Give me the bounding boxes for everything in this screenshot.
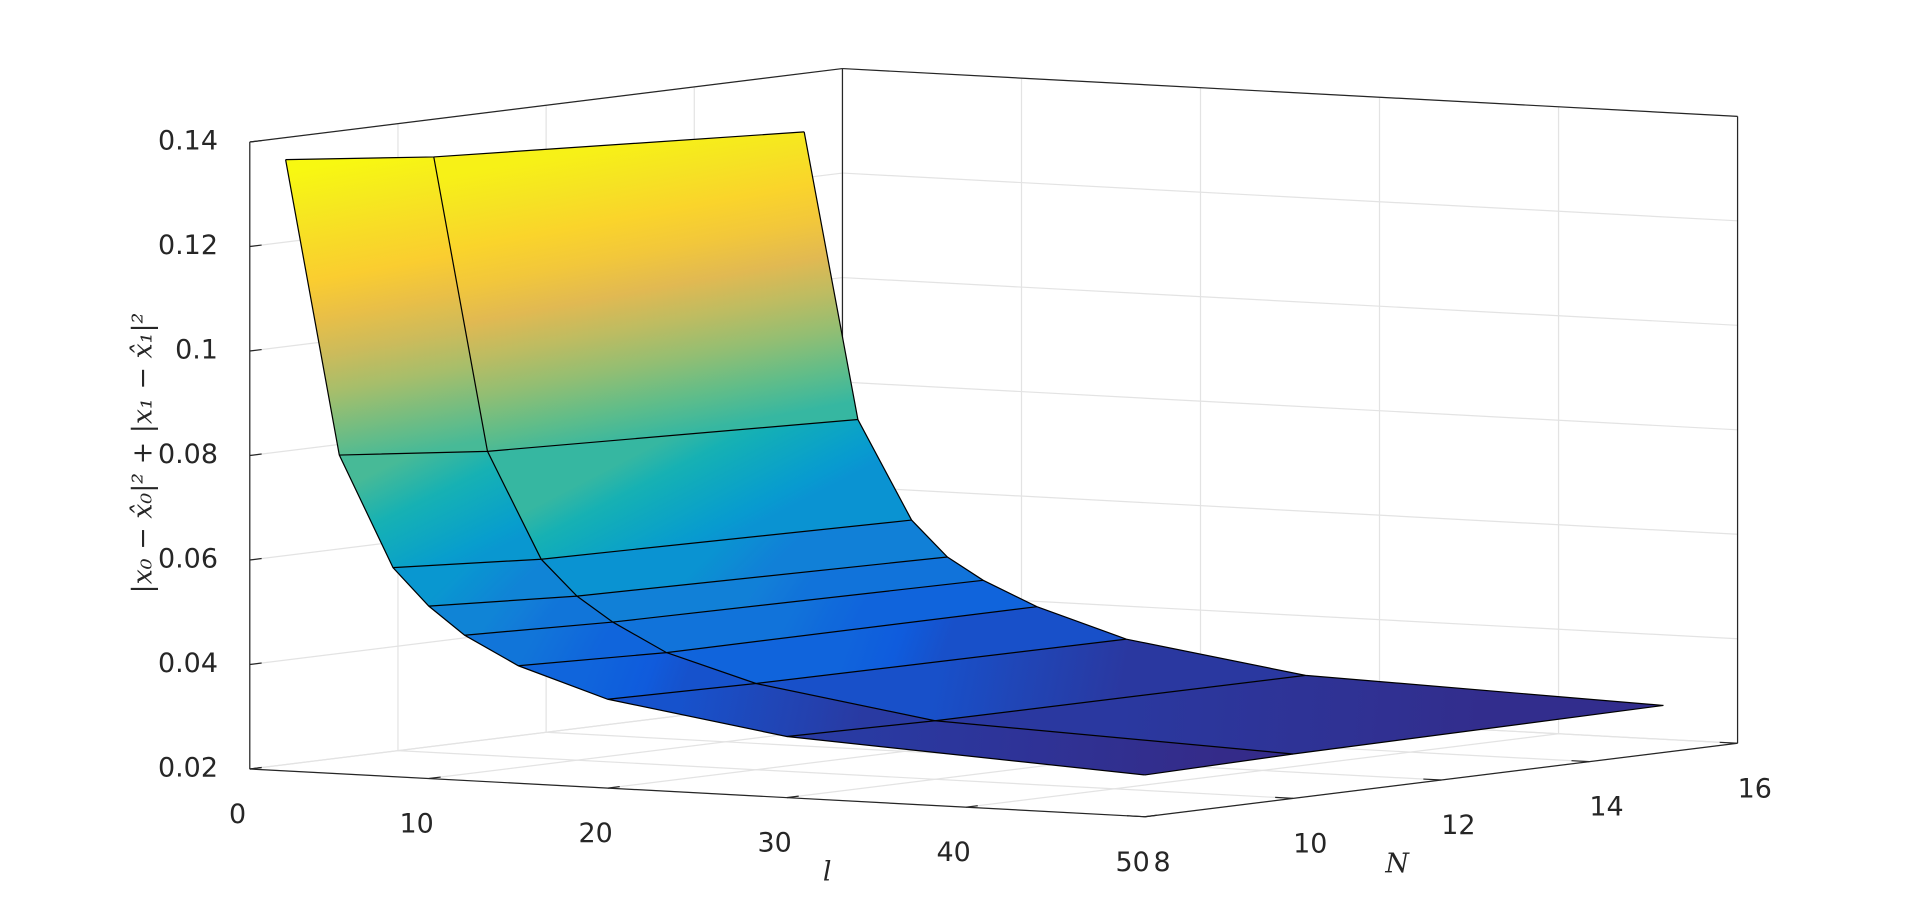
tick-mark <box>965 805 978 808</box>
axis-line <box>842 67 1738 117</box>
mesh-line <box>803 131 1664 707</box>
grid-line <box>397 750 1294 799</box>
x-tick-label: 20 <box>578 818 612 849</box>
x-tick-label: 30 <box>757 828 791 859</box>
z-tick-label: 0.1 <box>175 335 218 366</box>
tick-mark <box>428 776 441 780</box>
tick-mark <box>1571 760 1590 763</box>
tick-mark <box>1719 741 1738 744</box>
x-tick-label: 50 <box>1116 847 1150 878</box>
y-axis-label: N <box>1384 849 1410 880</box>
axis-line <box>249 67 843 143</box>
z-tick-label: 0.08 <box>158 439 218 470</box>
plot: 0.02 0.04 0.06 0.08 0.1 0.12 0.14 0 10 20 30 40 50 8 1… <box>127 67 1772 888</box>
mesh-line <box>433 156 1294 755</box>
grid-line <box>842 172 1738 222</box>
tick-mark <box>607 786 620 789</box>
tick-mark <box>1144 814 1157 818</box>
x-axis-label: l <box>823 857 832 888</box>
x-tick-label: 0 <box>229 799 246 830</box>
surface-patch <box>612 580 1037 653</box>
surface-patch <box>576 556 984 623</box>
mesh-line <box>284 159 1145 776</box>
y-tick-label: 10 <box>1293 828 1327 859</box>
surface-patch <box>786 720 1294 775</box>
tick-mark <box>786 795 799 799</box>
z-axis-label: |x₀ − x̂₀|² + |x₁ − x̂₁|² <box>127 313 158 594</box>
y-tick-label: 8 <box>1153 847 1170 878</box>
z-tick-label: 0.04 <box>158 648 218 679</box>
z-tick-label: 0.06 <box>158 544 218 575</box>
tick-mark <box>249 766 262 770</box>
tick-mark <box>249 139 262 143</box>
surface-patch <box>393 559 577 607</box>
grid-line <box>842 276 1738 326</box>
surface-patch <box>285 156 488 456</box>
grid-line <box>842 485 1738 535</box>
surface-patch <box>464 622 667 666</box>
surface-patch <box>666 606 1127 684</box>
surface-patch <box>541 520 948 597</box>
tick-mark <box>249 244 262 248</box>
surface-patch <box>607 683 936 737</box>
x-tick-label: 40 <box>937 837 971 868</box>
tick-mark <box>249 453 262 457</box>
tick-mark <box>1126 815 1145 818</box>
y-tick-label: 12 <box>1441 810 1475 841</box>
tick-mark <box>1275 796 1294 799</box>
z-tick-label: 0.14 <box>158 126 218 157</box>
surface-patch <box>756 639 1306 721</box>
surface-patch <box>433 131 858 452</box>
axis-line <box>249 768 1145 818</box>
tick-mark <box>249 662 262 666</box>
y-tick-label: 14 <box>1589 792 1623 823</box>
tick-mark <box>249 348 262 352</box>
surface-patch <box>487 419 912 560</box>
x-tick-label: 10 <box>399 809 433 840</box>
tick-mark <box>249 557 262 561</box>
surface-patch <box>339 451 542 568</box>
surface-patch <box>428 596 613 636</box>
tick-mark <box>1423 778 1442 781</box>
y-tick-label: 16 <box>1738 773 1772 804</box>
surface-patch <box>935 675 1664 754</box>
z-tick-label: 0.02 <box>158 752 218 783</box>
z-tick-label: 0.12 <box>158 230 218 261</box>
grid-line <box>842 381 1738 431</box>
